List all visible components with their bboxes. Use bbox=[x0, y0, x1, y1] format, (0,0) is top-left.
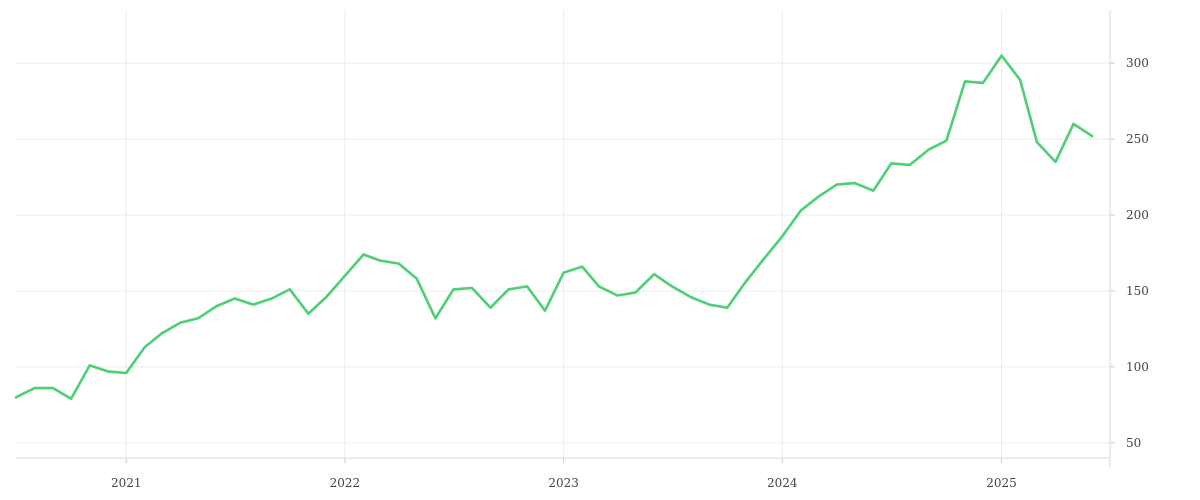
x-tick-label: 2024 bbox=[767, 476, 798, 490]
y-tick-label: 300 bbox=[1126, 56, 1149, 70]
x-tick-label: 2022 bbox=[330, 476, 361, 490]
x-tick-label: 2021 bbox=[111, 476, 142, 490]
y-tick-label: 150 bbox=[1126, 284, 1149, 298]
x-tick-label: 2025 bbox=[986, 476, 1017, 490]
x-tick-label: 2023 bbox=[548, 476, 579, 490]
y-tick-label: 50 bbox=[1126, 436, 1141, 450]
label-layer: 50 100 150 200 250 300 2021 2022 2023 2024 2025 bbox=[111, 56, 1149, 490]
y-tick-label: 250 bbox=[1126, 132, 1149, 146]
y-tick-label: 200 bbox=[1126, 208, 1149, 222]
grid-layer bbox=[16, 10, 1110, 458]
series-layer bbox=[14, 54, 1094, 401]
series-line bbox=[14, 54, 1094, 401]
axis-layer bbox=[16, 10, 1115, 468]
y-tick-label: 100 bbox=[1126, 360, 1149, 374]
